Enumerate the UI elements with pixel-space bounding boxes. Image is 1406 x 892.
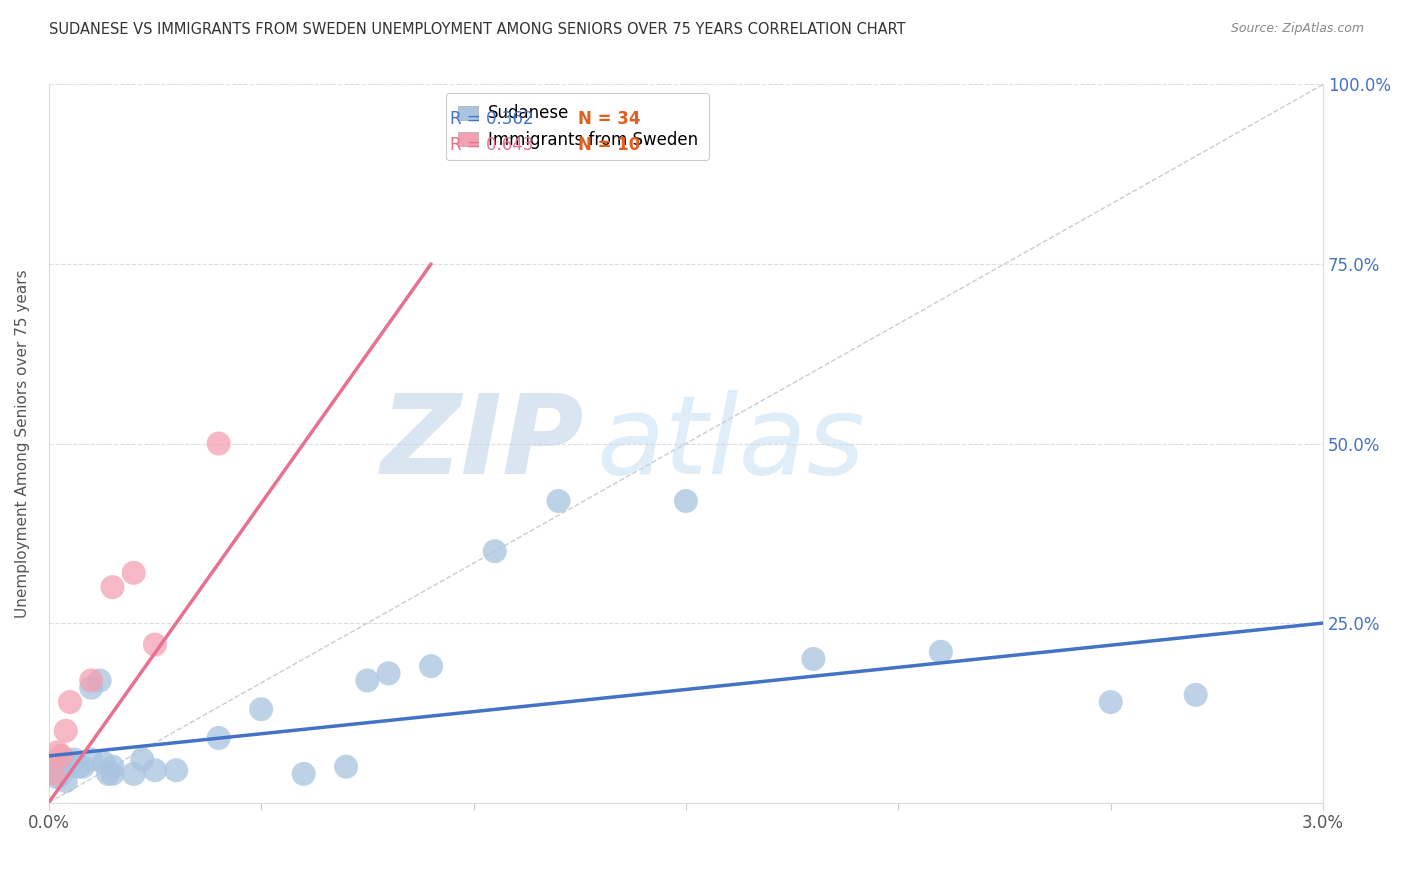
- Point: [42, 767, 65, 781]
- Point: [55, 774, 77, 789]
- Point: [101, 580, 124, 594]
- Text: N = 34: N = 34: [578, 111, 640, 128]
- Point: [63, 752, 86, 766]
- Point: [46, 760, 69, 774]
- Point: [93, 756, 115, 770]
- Point: [131, 752, 153, 766]
- Point: [59, 695, 82, 709]
- Point: [97, 767, 120, 781]
- Point: [250, 702, 273, 716]
- Point: [101, 760, 124, 774]
- Point: [80, 752, 103, 766]
- Point: [356, 673, 378, 688]
- Point: [42, 767, 65, 781]
- Point: [80, 673, 103, 688]
- Point: [208, 731, 231, 745]
- Point: [803, 652, 825, 666]
- Point: [122, 767, 145, 781]
- Point: [89, 673, 111, 688]
- Point: [335, 760, 357, 774]
- Point: [59, 756, 82, 770]
- Text: R = 0.643: R = 0.643: [450, 136, 533, 154]
- Text: ZIP: ZIP: [381, 390, 583, 497]
- Text: N = 10: N = 10: [578, 136, 640, 154]
- Point: [67, 760, 90, 774]
- Point: [484, 544, 506, 558]
- Point: [547, 494, 569, 508]
- Point: [165, 764, 187, 778]
- Point: [51, 748, 73, 763]
- Point: [101, 767, 124, 781]
- Point: [1099, 695, 1122, 709]
- Point: [377, 666, 399, 681]
- Point: [292, 767, 315, 781]
- Point: [929, 645, 952, 659]
- Y-axis label: Unemployment Among Seniors over 75 years: Unemployment Among Seniors over 75 years: [15, 269, 30, 618]
- Legend: Sudanese, Immigrants from Sweden: Sudanese, Immigrants from Sweden: [446, 93, 710, 161]
- Point: [46, 771, 69, 785]
- Text: SUDANESE VS IMMIGRANTS FROM SWEDEN UNEMPLOYMENT AMONG SENIORS OVER 75 YEARS CORR: SUDANESE VS IMMIGRANTS FROM SWEDEN UNEMP…: [49, 22, 905, 37]
- Text: R = 0.362: R = 0.362: [450, 111, 534, 128]
- Point: [143, 764, 166, 778]
- Text: atlas: atlas: [596, 390, 865, 497]
- Point: [143, 638, 166, 652]
- Point: [55, 723, 77, 738]
- Point: [208, 436, 231, 450]
- Point: [72, 760, 94, 774]
- Point: [675, 494, 697, 508]
- Point: [420, 659, 443, 673]
- Point: [1184, 688, 1206, 702]
- Point: [46, 745, 69, 759]
- Point: [80, 681, 103, 695]
- Point: [122, 566, 145, 580]
- Text: Source: ZipAtlas.com: Source: ZipAtlas.com: [1230, 22, 1364, 36]
- Point: [51, 767, 73, 781]
